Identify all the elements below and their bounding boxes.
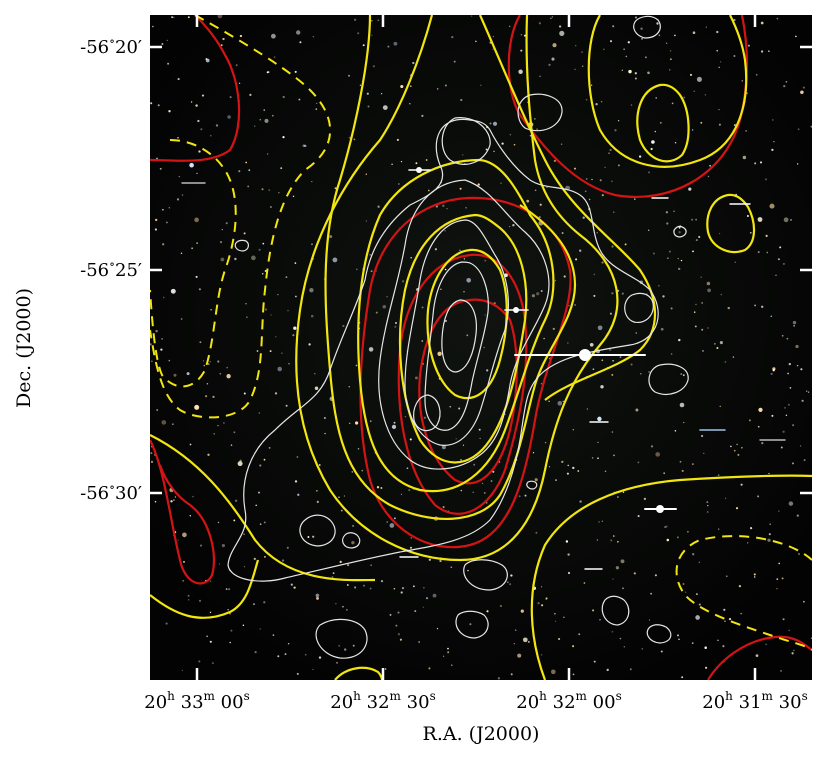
red-contour-outer [359,196,572,549]
yellow-dashed-left-outer [150,15,332,419]
white-contour-l-small [234,239,249,252]
yellow-contour-topright-inner [636,83,690,163]
yellow-dashed-left-inner [150,139,237,388]
x-tick-label-4: 20h 31m 30s [702,689,807,713]
yellow-contour-6 [426,248,508,400]
white-contour-2 [378,179,550,470]
yellow-contour-4 [357,158,555,493]
x-axis-title: R.A. (J2000) [423,723,540,745]
yellow-dashed-contours [150,15,812,651]
white-contour-b-4 [646,624,672,644]
white-contour-b-1 [463,559,508,591]
yellow-contour-topright [587,15,748,168]
red-contour-bottomleft [150,439,216,585]
y-tick-label-1: -56∘20′ [80,34,142,58]
white-contour-bl-2 [315,618,368,659]
red-contour-left [150,15,241,162]
yellow-contour-3 [324,15,577,520]
white-contour-5 [441,299,477,373]
white-contour-b-3 [601,595,630,626]
yellow-contour-5 [398,213,528,464]
yellow-contour-bottomleft [150,559,260,619]
white-contour-4 [424,261,489,431]
white-contour-r-small [673,225,687,238]
white-contour-right [648,363,689,395]
white-contour-right-2 [624,292,654,324]
x-tick-label-1: 20h 33m 00s [144,689,249,713]
red-contour-inner [418,298,518,485]
white-contours [227,15,689,659]
axis-ticks [150,15,812,680]
red-contour-bottomright [707,635,812,680]
white-contour-topright-2 [633,15,661,39]
white-contour-3 [404,219,510,446]
yellow-contour-small [706,193,756,254]
white-contour-top [441,117,491,165]
white-contour-outer [227,118,659,582]
y-tick-label-3: -56∘30′ [80,480,142,504]
y-tick-label-2: -56∘25′ [80,257,142,281]
white-contour-bl-3 [342,532,361,549]
x-tick-label-3: 20h 32m 00s [516,689,621,713]
white-contour-topright [517,93,563,132]
bright-stars [181,167,786,570]
white-contour-b-2 [455,610,489,639]
x-tick-label-2: 20h 32m 30s [330,689,435,713]
yellow-contour-bottomright [530,474,812,680]
white-contour-6 [413,394,441,432]
y-axis-title: Dec. (J2000) [13,288,35,408]
white-contour-bl-1 [299,514,336,547]
white-contour-mid-small [526,480,538,490]
